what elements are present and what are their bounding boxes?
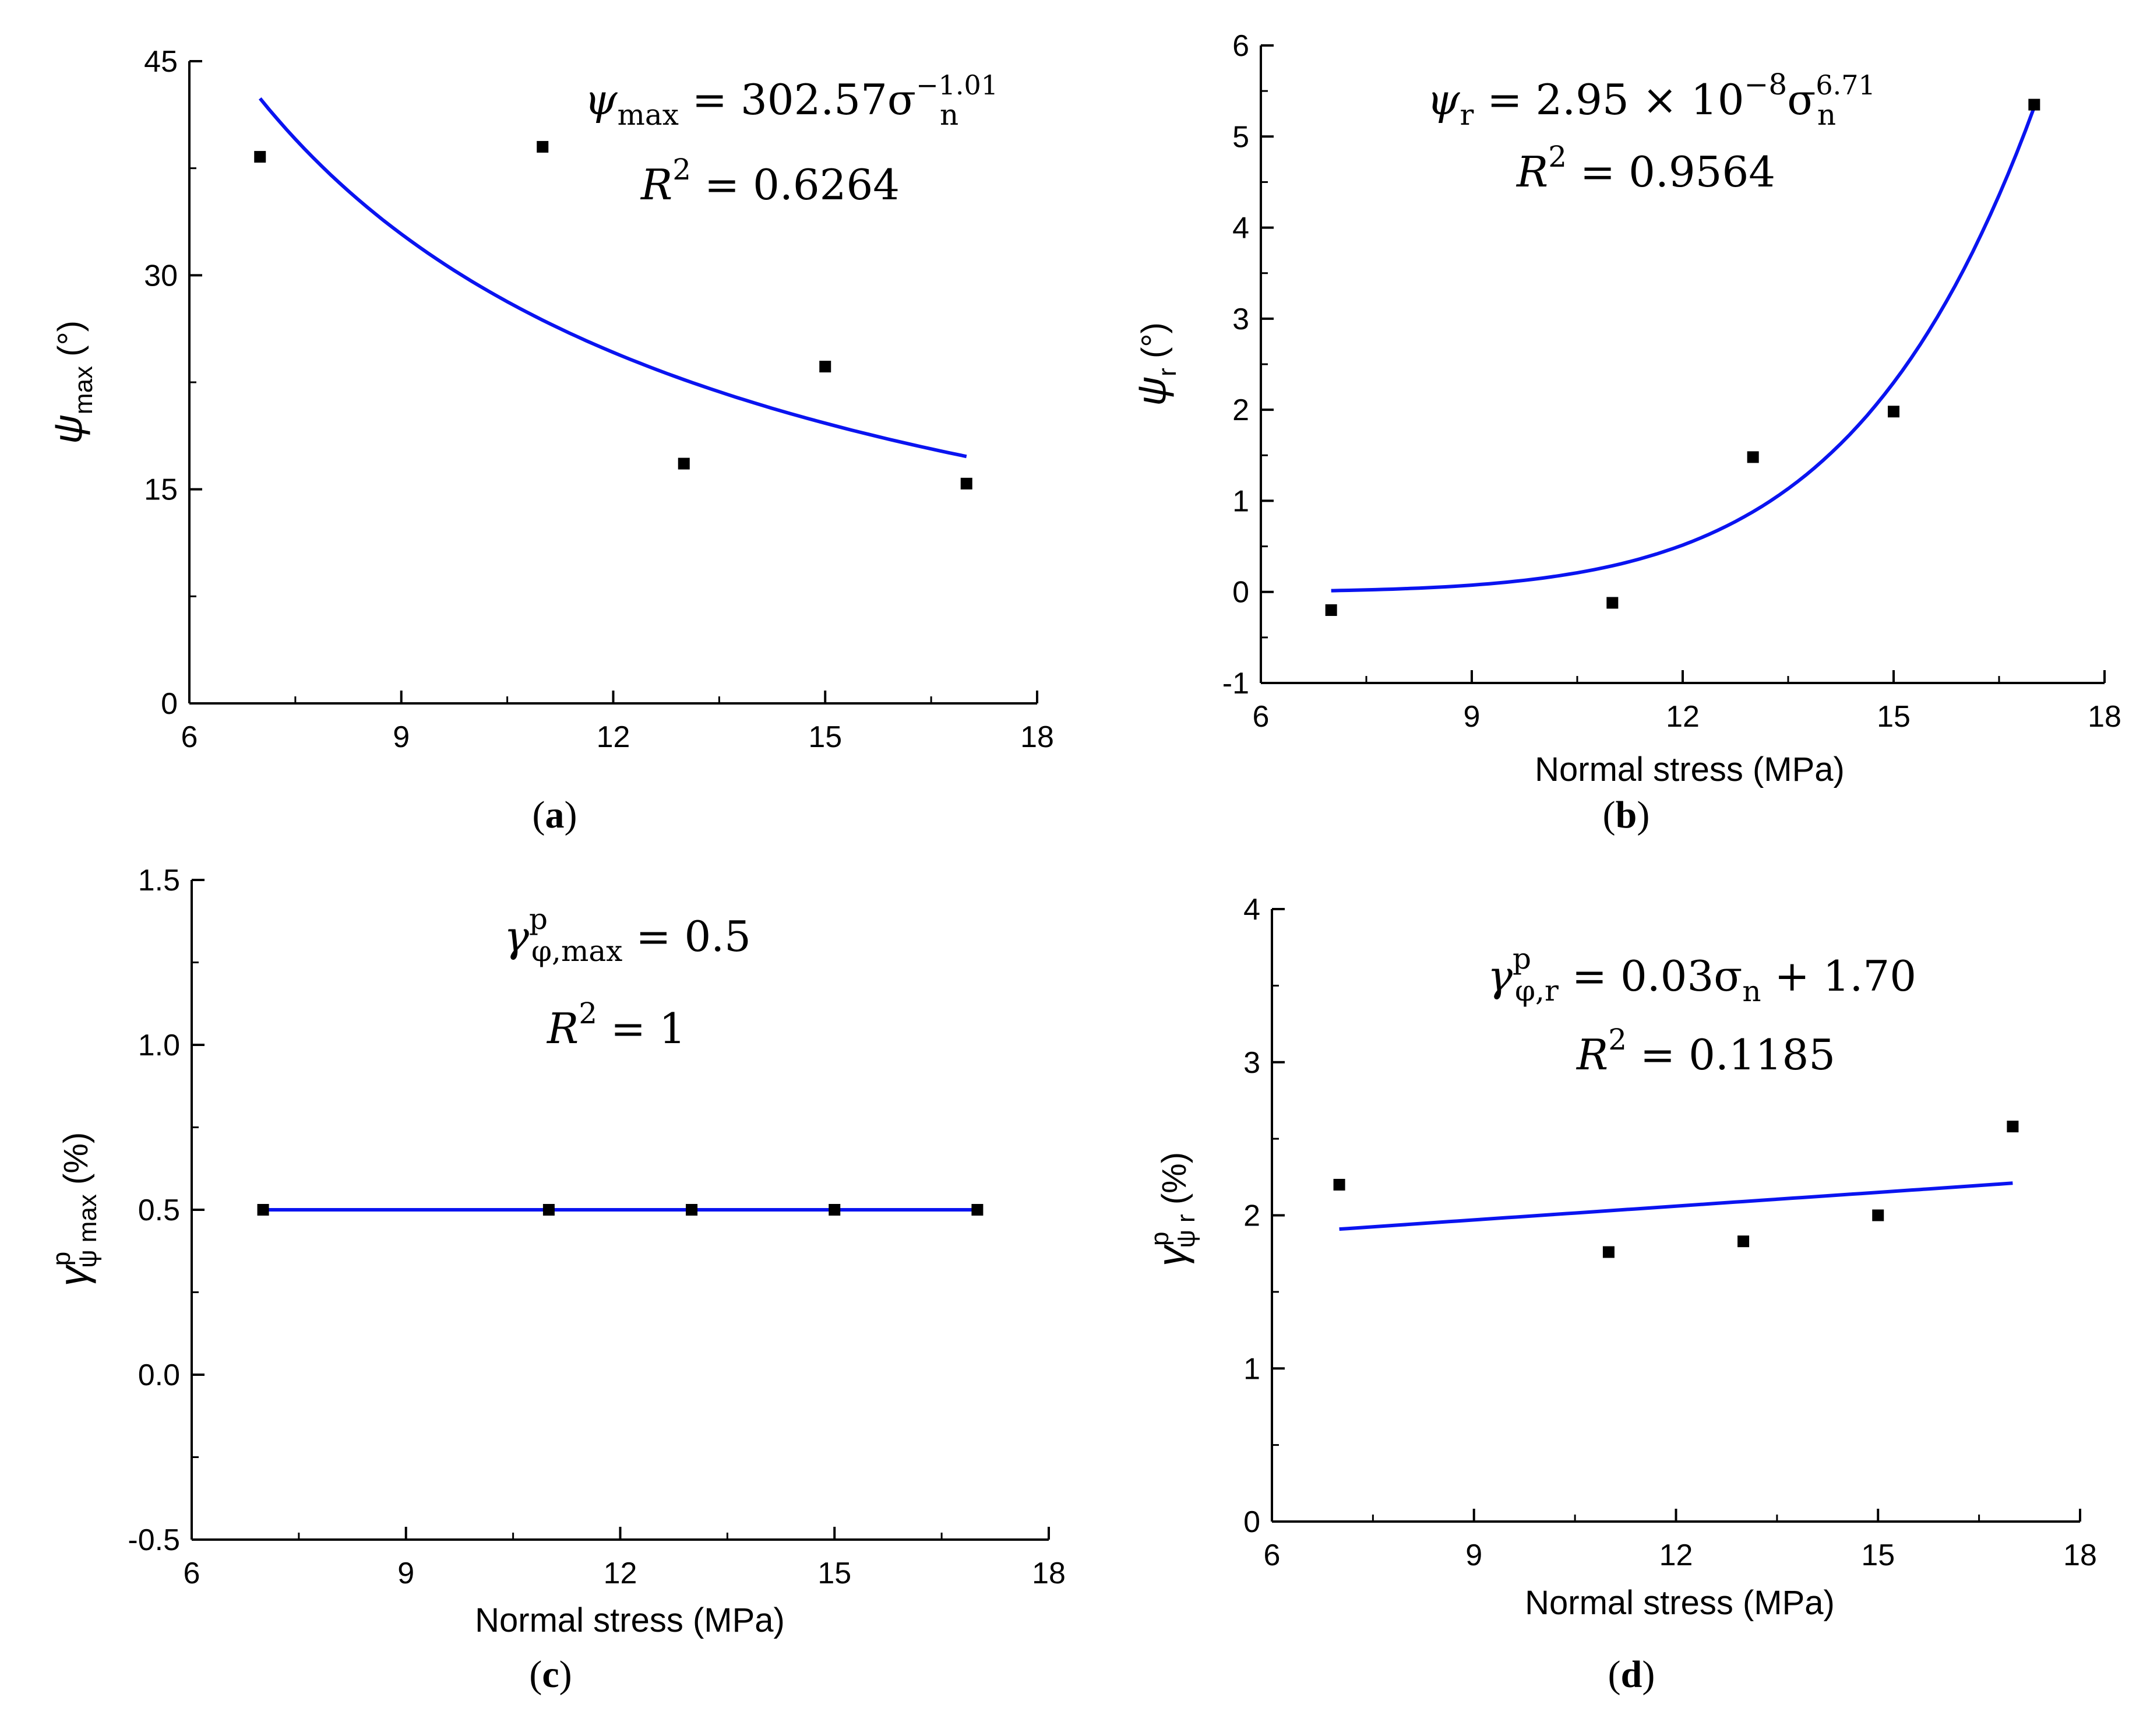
data-point — [1888, 406, 1899, 418]
data-point — [819, 361, 831, 373]
y-tick-label: 45 — [144, 45, 178, 79]
x-tick-label: 6 — [184, 1557, 200, 1590]
fit-curve — [1339, 1181, 2013, 1231]
y-tick-label: 1.0 — [138, 1029, 180, 1062]
r-squared: R2 = 0.6264 — [640, 153, 900, 209]
data-point — [1747, 451, 1759, 463]
y-tick-label: 0 — [1243, 1505, 1260, 1539]
x-tick-label: 18 — [1020, 720, 1054, 754]
x-axis-title: Normal stress (MPa) — [475, 1601, 785, 1639]
y-tick-label: -1 — [1222, 667, 1249, 700]
data-point — [1333, 1178, 1345, 1191]
x-tick-label: 18 — [2088, 700, 2121, 734]
y-axis-title: ψr (°) — [1129, 322, 1182, 406]
panel-a: 6 9 12 15 18 0 15 30 45 ψmax (°) ψmax = 302.57σ−1.… — [45, 45, 1054, 836]
x-tick-label: 15 — [1877, 700, 1911, 734]
x-tick-label: 9 — [1464, 700, 1481, 734]
data-point — [829, 1204, 841, 1216]
x-tick-label: 15 — [808, 720, 842, 754]
x-tick-label: 12 — [1659, 1538, 1693, 1572]
y-tick-label: 3 — [1232, 302, 1249, 336]
data-point — [2007, 1121, 2019, 1133]
data-point — [2028, 98, 2040, 111]
x-tick-label: 6 — [1253, 700, 1270, 734]
data-point — [678, 457, 690, 470]
data-point — [1872, 1209, 1884, 1221]
x-tick-label: 6 — [1264, 1538, 1281, 1572]
data-point — [1606, 597, 1619, 609]
y-tick-label: 4 — [1243, 893, 1260, 927]
y-tick-label: 3 — [1243, 1046, 1260, 1080]
y-tick-label: 0.5 — [138, 1193, 180, 1227]
data-point — [537, 140, 549, 153]
y-tick-label: 5 — [1232, 120, 1249, 154]
data-point — [254, 151, 266, 163]
panel-label: (b) — [1603, 794, 1650, 836]
panel-label: (c) — [529, 1653, 572, 1696]
fit-curve — [1331, 106, 2036, 593]
fit-equation: γp φ,r = 0.03σn + 1.70 — [1488, 942, 1916, 1008]
y-tick-label: 1 — [1232, 484, 1249, 518]
y-tick-label: 0 — [1232, 576, 1249, 610]
r-squared: R2 = 0.9564 — [1515, 140, 1775, 196]
x-tick-label: 15 — [1861, 1538, 1895, 1572]
y-tick-label: 1 — [1243, 1352, 1260, 1386]
x-tick-label: 12 — [604, 1557, 637, 1590]
x-tick-label: 9 — [393, 720, 410, 754]
data-point — [1737, 1235, 1750, 1248]
fit-equation: ψr = 2.95 × 10−8σ6.71 n — [1427, 68, 1876, 132]
y-tick-label: 2 — [1232, 393, 1249, 427]
x-tick-label: 18 — [2063, 1538, 2097, 1572]
panel-c: 6 9 12 15 18 -0.5 0.0 0.5 1.0 1.5 γpψ max (%) Norma… — [47, 864, 1066, 1696]
r-squared: R2 = 1 — [546, 996, 686, 1053]
y-tick-label: 4 — [1232, 212, 1249, 245]
data-point — [686, 1204, 698, 1216]
y-tick-label: 1.5 — [138, 864, 180, 897]
r-squared: R2 = 0.1185 — [1575, 1023, 1835, 1079]
x-tick-label: 9 — [1465, 1538, 1482, 1572]
data-point — [257, 1204, 269, 1216]
y-tick-label: 6 — [1232, 29, 1249, 63]
y-axis-title: ψmax (°) — [45, 321, 98, 444]
data-point — [1602, 1246, 1615, 1258]
x-tick-label: 6 — [181, 720, 198, 754]
y-axis-title: γpψ max (%) — [47, 1132, 102, 1287]
x-tick-label: 12 — [1666, 700, 1700, 734]
data-point — [542, 1204, 555, 1216]
data-point — [960, 477, 972, 490]
fit-equation: ψmax = 302.57σ−1.01 n — [584, 69, 998, 132]
x-tick-label: 15 — [817, 1557, 851, 1590]
y-tick-label: 30 — [144, 259, 178, 293]
panel-label: (d) — [1608, 1653, 1655, 1696]
fit-equation: γp φ,max = 0.5 — [504, 902, 751, 968]
y-tick-label: 0.0 — [138, 1358, 180, 1392]
y-tick-label: 0 — [161, 687, 178, 721]
x-tick-label: 18 — [1032, 1557, 1066, 1590]
x-tick-label: 12 — [597, 720, 630, 754]
x-axis-title: Normal stress (MPa) — [1535, 751, 1845, 788]
y-tick-label: 2 — [1243, 1199, 1260, 1233]
data-point — [1325, 604, 1337, 616]
panel-label: (a) — [533, 794, 577, 836]
x-axis-title: Normal stress (MPa) — [1525, 1584, 1835, 1622]
fit-curve — [258, 97, 967, 459]
data-point — [971, 1204, 984, 1216]
y-axis-title: γpψ r (%) — [1145, 1152, 1200, 1266]
y-tick-label: -0.5 — [128, 1523, 180, 1557]
y-tick-label: 15 — [144, 473, 178, 507]
x-tick-label: 9 — [397, 1557, 414, 1590]
